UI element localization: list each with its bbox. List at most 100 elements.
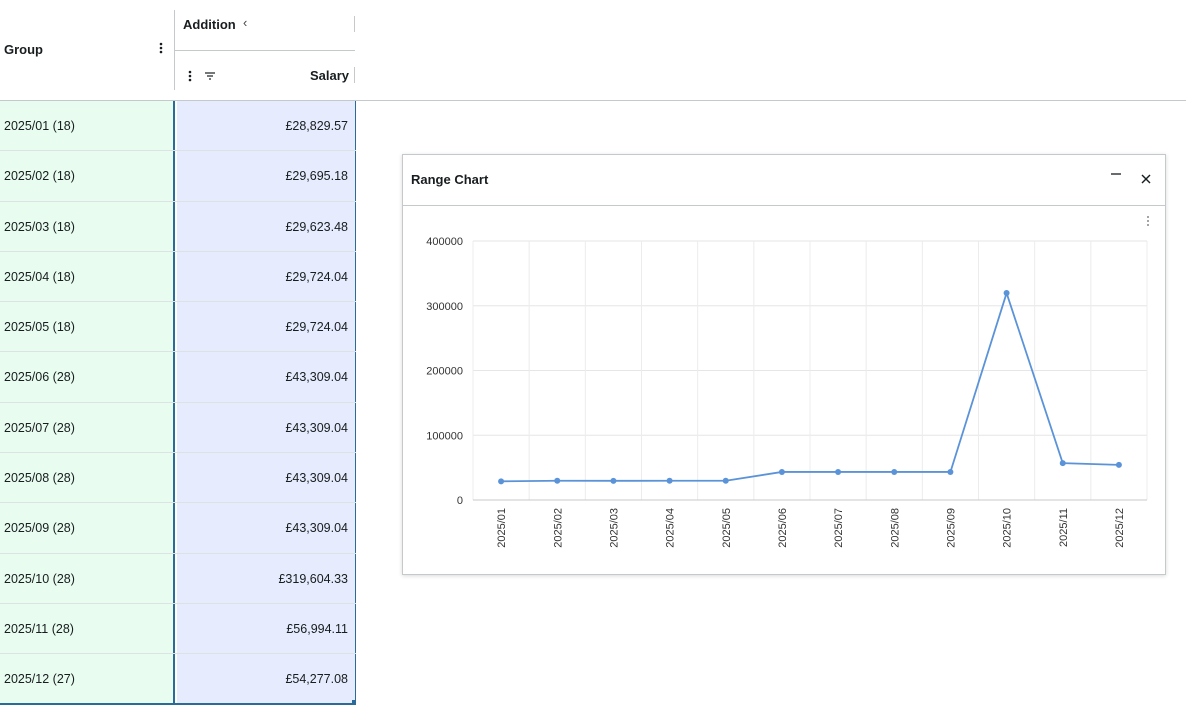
chart-panel-title: Range Chart [411,172,489,187]
data-point [498,478,505,485]
table-row[interactable]: 2025/11 (28) £56,994.11 [0,603,356,655]
group-header-label: Group [4,42,43,57]
group-cell[interactable]: 2025/03 (18) [0,201,175,251]
x-tick-label: 2025/12 [1114,508,1126,548]
fill-handle[interactable] [352,700,356,704]
column-menu-icon[interactable] [187,69,193,83]
salary-cell-text: £43,309.04 [285,370,348,385]
salary-cell[interactable]: £43,309.04 [177,503,356,553]
table-row[interactable]: 2025/02 (18) £29,695.18 [0,151,356,202]
group-cell[interactable]: 2025/07 (28) [0,402,175,453]
x-tick-label: 2025/09 [945,508,957,548]
chevron-left-icon[interactable]: ‹ [243,15,248,30]
series-line [501,290,1119,483]
salary-cell[interactable]: £43,309.04 [177,453,356,503]
group-cell-text: 2025/05 (18) [4,320,75,335]
group-cell[interactable]: 2025/08 (28) [0,453,175,503]
header-bottom-border [0,100,1186,101]
salary-cell[interactable]: £29,695.18 [177,151,356,201]
group-cell[interactable]: 2025/09 (28) [0,503,175,553]
column-menu-icon[interactable] [156,41,166,55]
group-cell[interactable]: 2025/04 (18) [0,251,175,302]
column-separator[interactable] [174,10,175,90]
group-cell-text: 2025/12 (27) [4,672,75,687]
salary-cell[interactable]: £29,724.04 [177,302,356,352]
salary-column-header[interactable]: Salary [175,51,355,100]
table-row[interactable]: 2025/01 (18) £28,829.57 [0,101,356,152]
group-cell-text: 2025/06 (28) [4,370,75,385]
header-divider [175,50,355,51]
table-row[interactable]: 2025/09 (28) £43,309.04 [0,503,356,554]
group-cell-text: 2025/09 (28) [4,521,75,536]
table-row[interactable]: 2025/08 (28) £43,309.04 [0,453,356,504]
data-point [666,477,673,484]
group-cell-text: 2025/11 (28) [4,621,74,636]
table-row[interactable]: 2025/03 (18) £29,623.48 [0,201,356,252]
salary-cell[interactable]: £28,829.57 [177,101,356,151]
header-resize-handle[interactable] [354,67,355,83]
minimize-icon[interactable] [1109,167,1123,181]
table-row[interactable]: 2025/04 (18) £29,724.04 [0,251,356,303]
close-icon[interactable] [1139,172,1153,186]
data-point [891,468,898,475]
x-tick-label: 2025/01 [496,508,508,548]
salary-cell-text: £43,309.04 [285,420,348,435]
group-cell[interactable]: 2025/11 (28) [0,603,175,654]
table-row[interactable]: 2025/12 (27) £54,277.08 [0,654,356,705]
salary-cell-text: £29,724.04 [285,269,348,284]
x-tick-label: 2025/07 [833,508,845,548]
x-tick-label: 2025/03 [608,508,620,548]
table-row[interactable]: 2025/10 (28) £319,604.33 [0,553,356,604]
group-column-header[interactable]: Group [0,0,174,100]
group-cell-text: 2025/08 (28) [4,471,75,486]
addition-group-header[interactable]: Addition ‹ [175,0,355,50]
range-chart-panel: Range Chart 0 100000 200000 300000 400000 202… [402,154,1166,575]
salary-cell[interactable]: £43,309.04 [177,352,356,402]
x-tick-label: 2025/02 [552,508,564,548]
salary-cell-text: £29,623.48 [285,219,348,234]
grid-body: 2025/01 (18) £28,829.57 2025/02 (18) £29,69… [0,101,356,705]
x-tick-label: 2025/10 [1002,508,1014,548]
salary-cell-text: £43,309.04 [285,521,348,536]
group-cell[interactable]: 2025/10 (28) [0,553,175,603]
salary-cell-text: £28,829.57 [285,119,348,133]
filter-icon[interactable] [203,69,217,83]
x-tick-label: 2025/04 [665,508,677,548]
group-cell[interactable]: 2025/05 (18) [0,302,175,352]
group-cell[interactable]: 2025/12 (27) [0,654,175,704]
data-point [1115,461,1122,468]
data-point [835,468,842,475]
table-row[interactable]: 2025/07 (28) £43,309.04 [0,402,356,454]
data-point [1003,290,1010,297]
salary-cell[interactable]: £29,724.04 [177,251,356,302]
chart-menu-icon[interactable] [1145,215,1151,227]
group-cell-text: 2025/01 (18) [4,119,75,133]
salary-cell[interactable]: £54,277.08 [177,654,356,704]
group-cell[interactable]: 2025/01 (18) [0,101,175,151]
group-cell-text: 2025/10 (28) [4,571,75,586]
salary-header-label: Salary [309,68,349,83]
salary-cell[interactable]: £43,309.04 [177,402,356,453]
y-tick-label: 400000 [426,236,463,248]
x-tick-label: 2025/05 [721,508,733,548]
header-resize-handle[interactable] [354,16,355,32]
table-row[interactable]: 2025/06 (28) £43,309.04 [0,352,356,403]
group-cell[interactable]: 2025/02 (18) [0,151,175,201]
line-chart: 0 100000 200000 300000 400000 2025/01 2025/02 2… [426,236,1148,548]
salary-cell-text: £54,277.08 [285,672,348,687]
addition-header-label: Addition [183,17,236,32]
y-tick-label: 0 [457,495,463,507]
group-cell-text: 2025/02 (18) [4,169,75,184]
chart-title-bar[interactable]: Range Chart [403,155,1165,206]
range-selection-border [0,703,356,705]
group-cell-text: 2025/04 (18) [4,269,75,284]
salary-cell[interactable]: £319,604.33 [177,553,356,603]
group-cell[interactable]: 2025/06 (28) [0,352,175,402]
table-row[interactable]: 2025/05 (18) £29,724.04 [0,302,356,353]
salary-cell-text: £43,309.04 [285,471,348,486]
salary-cell[interactable]: £29,623.48 [177,201,356,251]
y-tick-label: 300000 [426,301,463,313]
salary-cell-text: £56,994.11 [286,621,348,636]
salary-cell[interactable]: £56,994.11 [177,603,356,654]
salary-cell-text: £29,695.18 [285,169,348,184]
